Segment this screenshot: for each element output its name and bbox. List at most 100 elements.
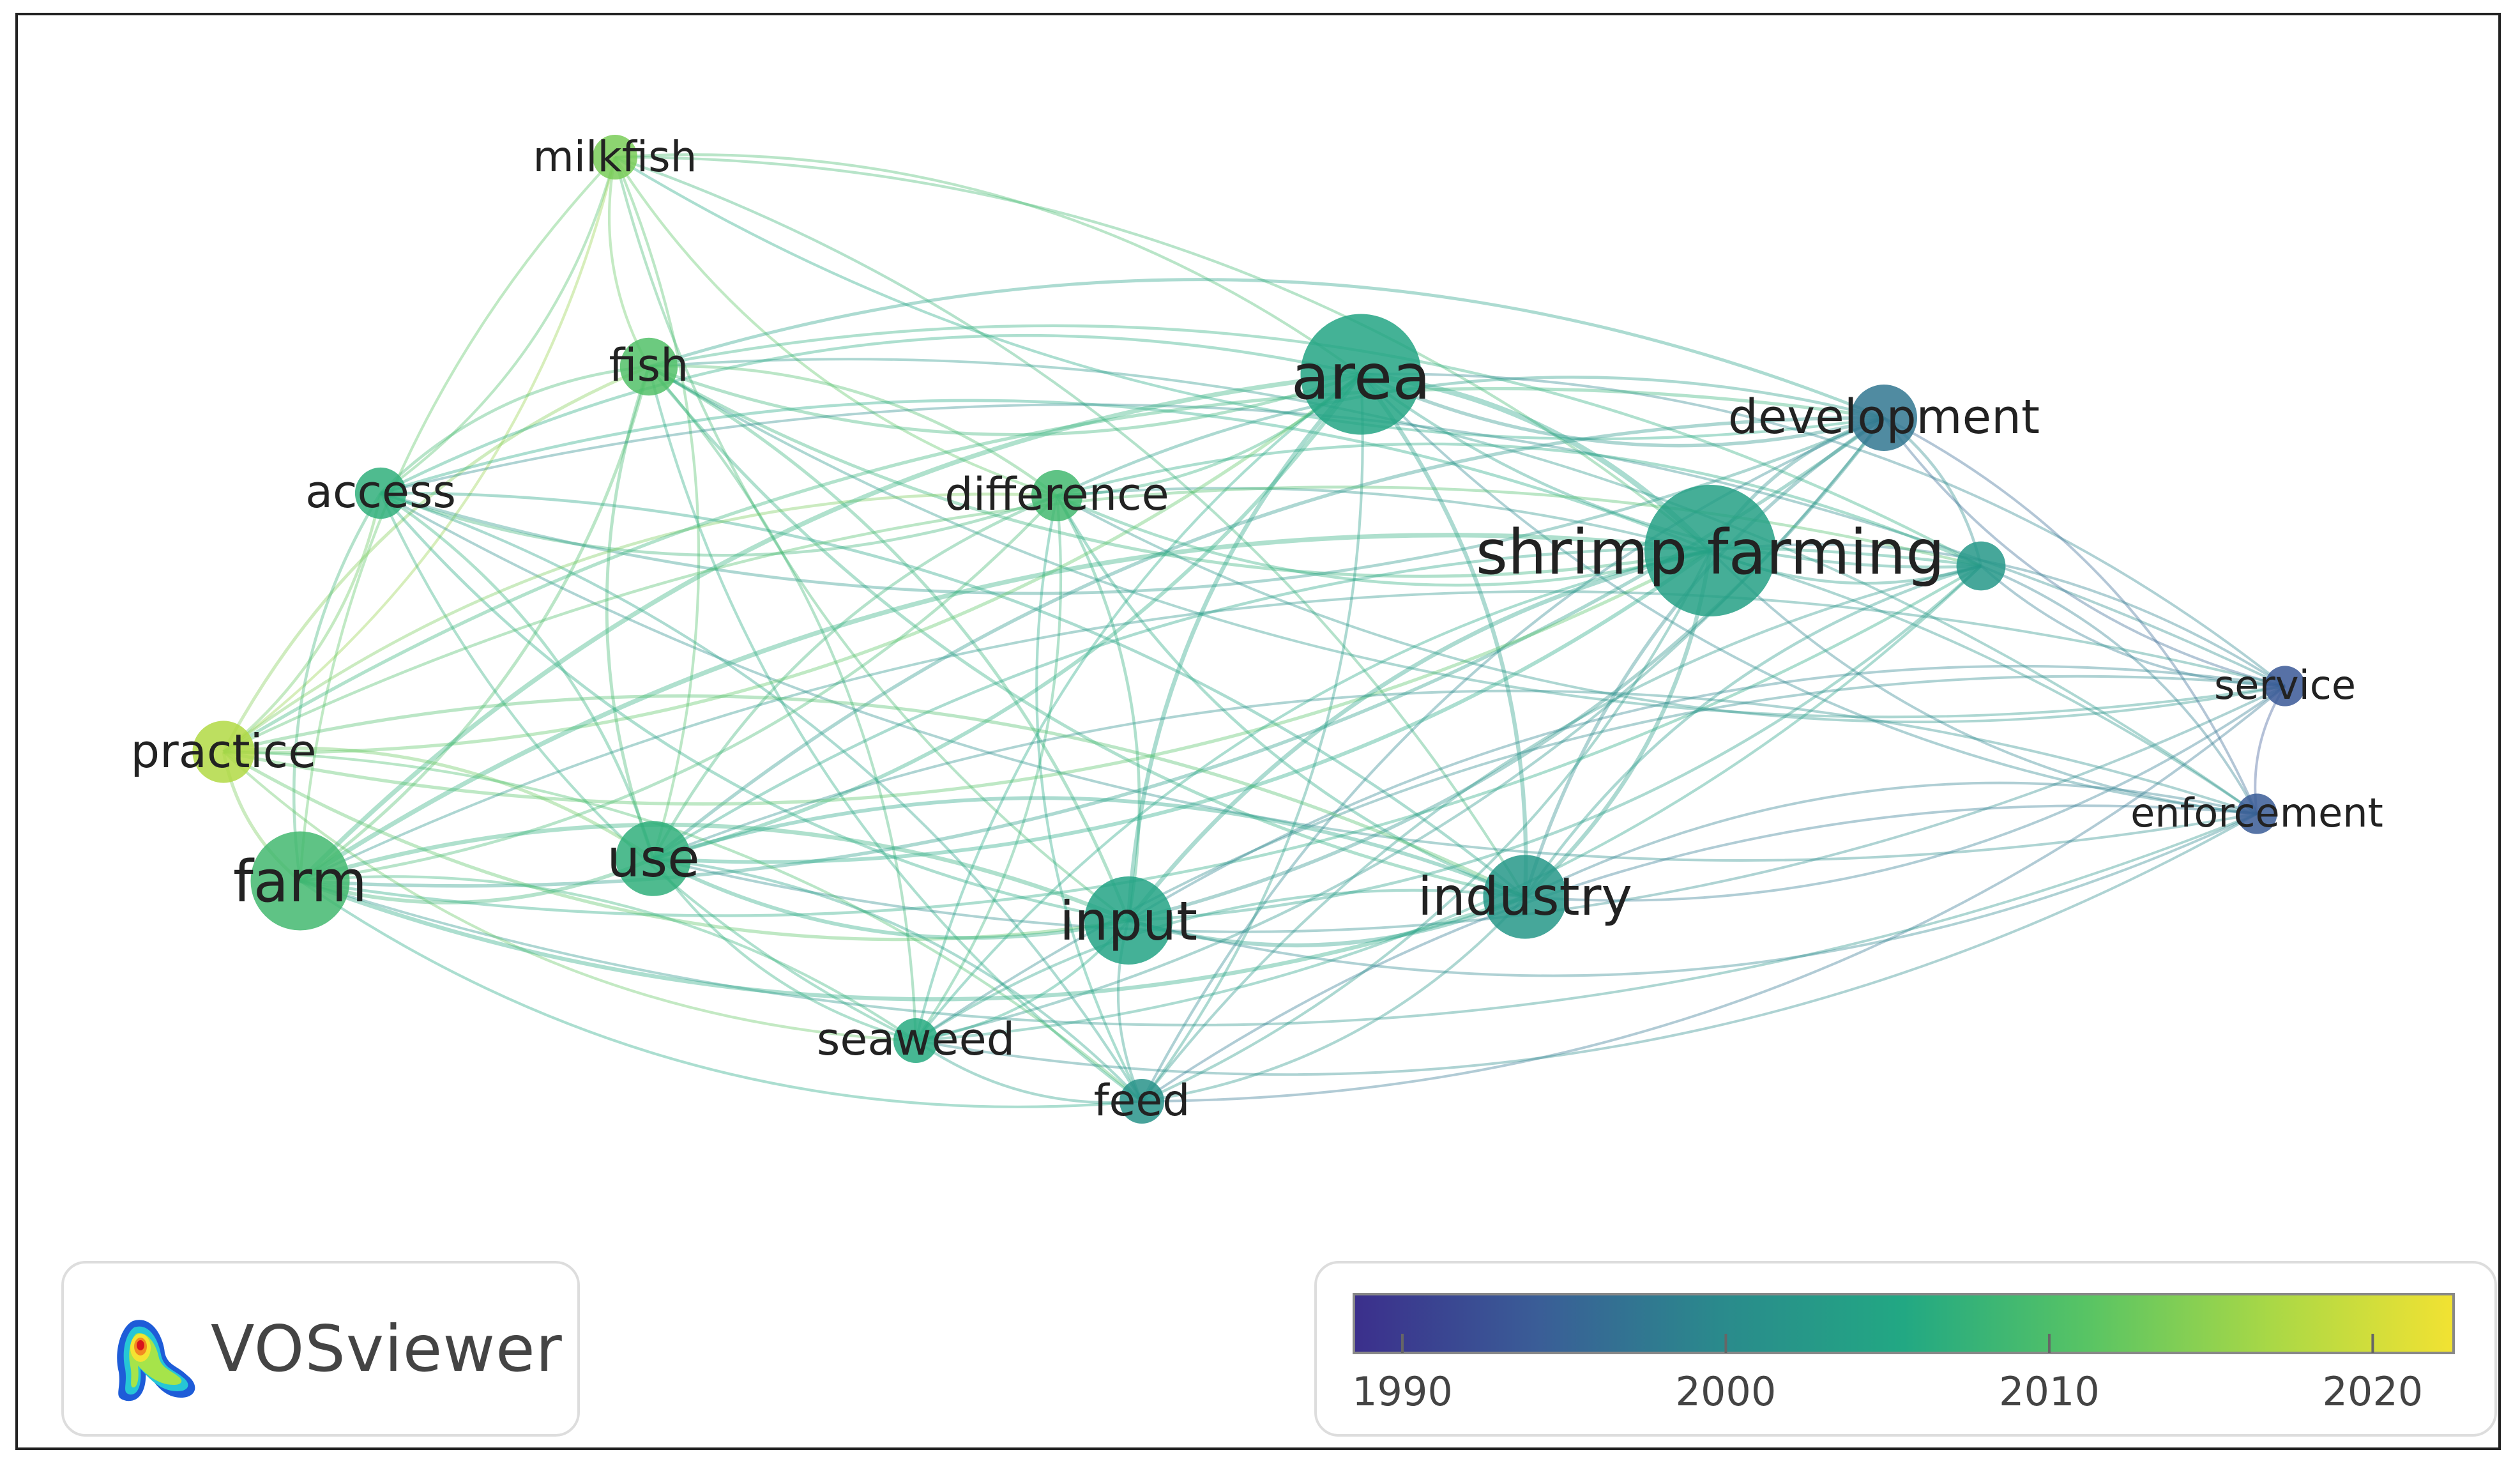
node-label-difference[interactable]: difference — [945, 468, 1169, 521]
edge-milkfish-industry — [614, 156, 1526, 898]
edge-access-feed — [380, 492, 1143, 1103]
node-input[interactable] — [1084, 876, 1173, 965]
edge-access-seaweed — [379, 492, 916, 1042]
year-color-legend: 1990 2000 2010 2020 — [1314, 1261, 2497, 1437]
edge-unlabeled-service — [1980, 565, 2286, 687]
edge-farm-seaweed — [300, 875, 917, 1042]
edge-difference-development — [1056, 376, 1885, 498]
node-seaweed[interactable] — [893, 1018, 938, 1063]
edge-development-industry — [1523, 416, 1885, 897]
edge-development-service — [1883, 416, 2286, 687]
edge-enforcement-seaweed — [915, 813, 2258, 1076]
node-label-fish[interactable]: fish — [609, 339, 689, 392]
node-shrimp-farming[interactable] — [1644, 485, 1776, 616]
edge-shrimp_farming-service — [1710, 543, 2286, 687]
edge-development-feed — [1141, 416, 1885, 1102]
edge-practice-feed — [223, 750, 1143, 1103]
edge-fish-feed — [647, 366, 1143, 1103]
edge-access-input — [379, 492, 1129, 922]
edge-shrimp_farming-input — [1127, 548, 1711, 922]
node-area[interactable] — [1300, 314, 1422, 435]
node-unlabeled[interactable] — [1956, 541, 2006, 591]
edge-difference-farm — [300, 494, 1058, 883]
edge-access-area — [379, 333, 1362, 495]
node-feed[interactable] — [1120, 1079, 1164, 1124]
edge-enforcement-feed — [1141, 804, 2258, 1103]
node-label-shrimp-farming[interactable]: shrimp farming — [1476, 517, 1945, 588]
edge-access-use — [379, 492, 655, 859]
edge-practice-use — [223, 746, 655, 860]
edge-seaweed-feed — [915, 1039, 1142, 1104]
edge-fish-shrimp_farming — [648, 365, 1711, 578]
edge-use-input — [652, 857, 1129, 940]
node-milkfish[interactable] — [593, 135, 637, 179]
node-label-access[interactable]: access — [305, 466, 456, 518]
edge-milkfish-practice — [222, 157, 617, 753]
network-graph[interactable]: milkfish fish access difference area developm… — [18, 15, 2498, 1447]
node-farm[interactable] — [250, 831, 350, 931]
edge-unlabeled-enforcement — [1980, 565, 2258, 814]
node-label-practice[interactable]: practice — [130, 724, 316, 778]
edge-difference-industry — [1056, 494, 1526, 899]
vosviewer-logo-text: VOSviewer — [211, 1311, 563, 1386]
edge-difference-unlabeled — [1056, 442, 1982, 568]
node-label-milkfish[interactable]: milkfish — [533, 132, 697, 181]
edge-service-input — [1127, 664, 2286, 922]
edge-area-service — [1360, 372, 2286, 687]
node-label-service[interactable]: service — [2214, 662, 2356, 708]
edge-unlabeled-farm — [300, 565, 1982, 917]
node-label-use[interactable]: use — [607, 828, 699, 889]
edge-enforcement-farm — [300, 813, 2258, 1027]
legend-tick-label: 2020 — [2322, 1368, 2423, 1415]
legend-tick-label: 2000 — [1676, 1368, 1777, 1415]
edge-area-farm — [298, 372, 1362, 883]
edge-access-enforcement — [380, 492, 2258, 862]
edge-enforcement-input — [1128, 813, 2258, 977]
edge-fish-difference — [648, 364, 1058, 497]
edge-shrimp_farming-seaweed — [915, 549, 1711, 1042]
node-fish[interactable] — [619, 337, 678, 396]
node-access[interactable] — [354, 467, 407, 519]
node-service[interactable] — [2265, 666, 2305, 706]
node-label-enforcement[interactable]: enforcement — [2130, 790, 2383, 836]
node-label-feed[interactable]: feed — [1094, 1076, 1190, 1126]
edge-milkfish-difference — [614, 156, 1058, 498]
edge-difference-use — [651, 494, 1058, 860]
node-label-area[interactable]: area — [1291, 341, 1431, 414]
edge-area-development — [1360, 372, 1885, 448]
edge-milkfish-area — [614, 153, 1362, 376]
edge-industry-feed — [1141, 896, 1526, 1103]
node-difference[interactable] — [1031, 470, 1083, 522]
node-label-industry[interactable]: industry — [1418, 867, 1632, 928]
edge-milkfish-fish — [607, 157, 650, 368]
node-label-seaweed[interactable]: seaweed — [817, 1013, 1015, 1065]
node-use[interactable] — [616, 821, 691, 896]
edge-unlabeled-industry — [1524, 564, 1982, 898]
node-industry[interactable] — [1483, 855, 1567, 939]
edge-enforcement-use — [653, 689, 2258, 860]
node-label-farm[interactable]: farm — [233, 848, 367, 915]
edge-shrimp_farming-practice — [223, 549, 1712, 806]
edge-milkfish-use — [614, 157, 701, 859]
color-gradient-bar — [1353, 1293, 2455, 1354]
edge-service-seaweed — [915, 675, 2286, 1042]
edge-use-industry — [653, 796, 1526, 899]
edge-area-input — [1126, 372, 1363, 921]
edge-practice-industry — [223, 694, 1526, 899]
edge-area-use — [653, 373, 1363, 860]
edge-access-farm — [292, 492, 382, 882]
node-development[interactable] — [1851, 385, 1917, 451]
edge-milkfish-development — [614, 156, 1885, 441]
edge-difference-input — [1056, 494, 1141, 921]
edge-shrimp_farming-feed — [1141, 550, 1712, 1103]
edge-service-farm — [300, 590, 2286, 882]
edge-shrimp_farming-enforcement — [1709, 549, 2258, 815]
node-enforcement[interactable] — [2236, 793, 2277, 834]
node-label-development[interactable]: development — [1728, 390, 2040, 445]
node-label-input[interactable]: input — [1059, 890, 1197, 952]
node-layer — [192, 135, 2305, 1124]
edge-milkfish-shrimp_farming — [614, 155, 1712, 552]
edge-unlabeled-input — [1128, 565, 1982, 922]
edge-unlabeled-feed — [1141, 564, 1982, 1103]
node-practice[interactable] — [192, 721, 255, 783]
